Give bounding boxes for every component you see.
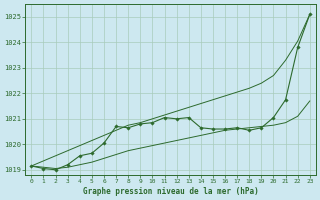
X-axis label: Graphe pression niveau de la mer (hPa): Graphe pression niveau de la mer (hPa) (83, 187, 259, 196)
